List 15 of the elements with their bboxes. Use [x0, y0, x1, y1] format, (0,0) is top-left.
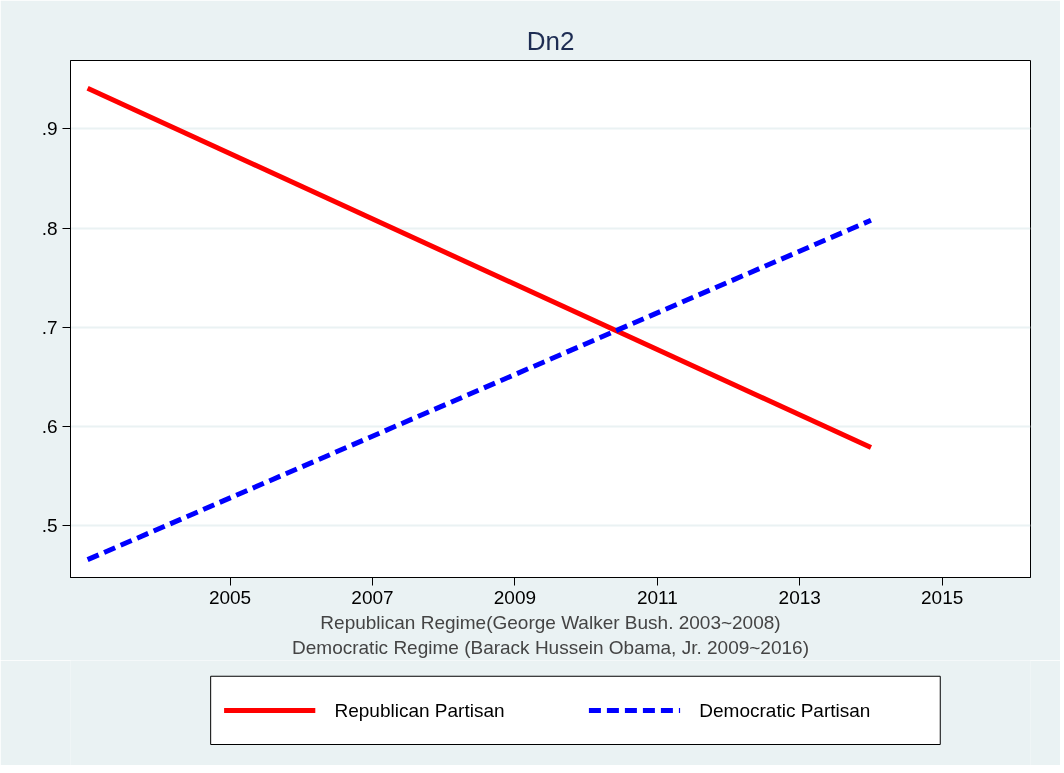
x-tick-label: 2015	[921, 586, 964, 608]
x-tick-label: 2009	[493, 586, 537, 608]
x-tick-label: 2011	[636, 586, 678, 608]
x-tick-label: 2013	[778, 586, 821, 608]
chart-title: Dn2	[526, 25, 575, 56]
y-tick-label: .5	[41, 515, 58, 537]
legend-label: Republican Partisan	[334, 699, 505, 721]
x-axis-title: Republican Regime(George Walker Bush. 2003~2008) Democratic Regime (Barack Hussein Obama, Jr. 2009~2016)	[292, 611, 809, 658]
y-tick-label: .8	[41, 217, 58, 239]
x-tick-label: 2005	[208, 586, 252, 608]
y-tick-label: .6	[41, 416, 58, 438]
x-tick-label: 2007	[351, 586, 394, 608]
legend-label: Democratic Partisan	[699, 699, 871, 721]
y-tick-label: .9	[41, 118, 58, 140]
y-tick-label: .7	[41, 316, 58, 338]
